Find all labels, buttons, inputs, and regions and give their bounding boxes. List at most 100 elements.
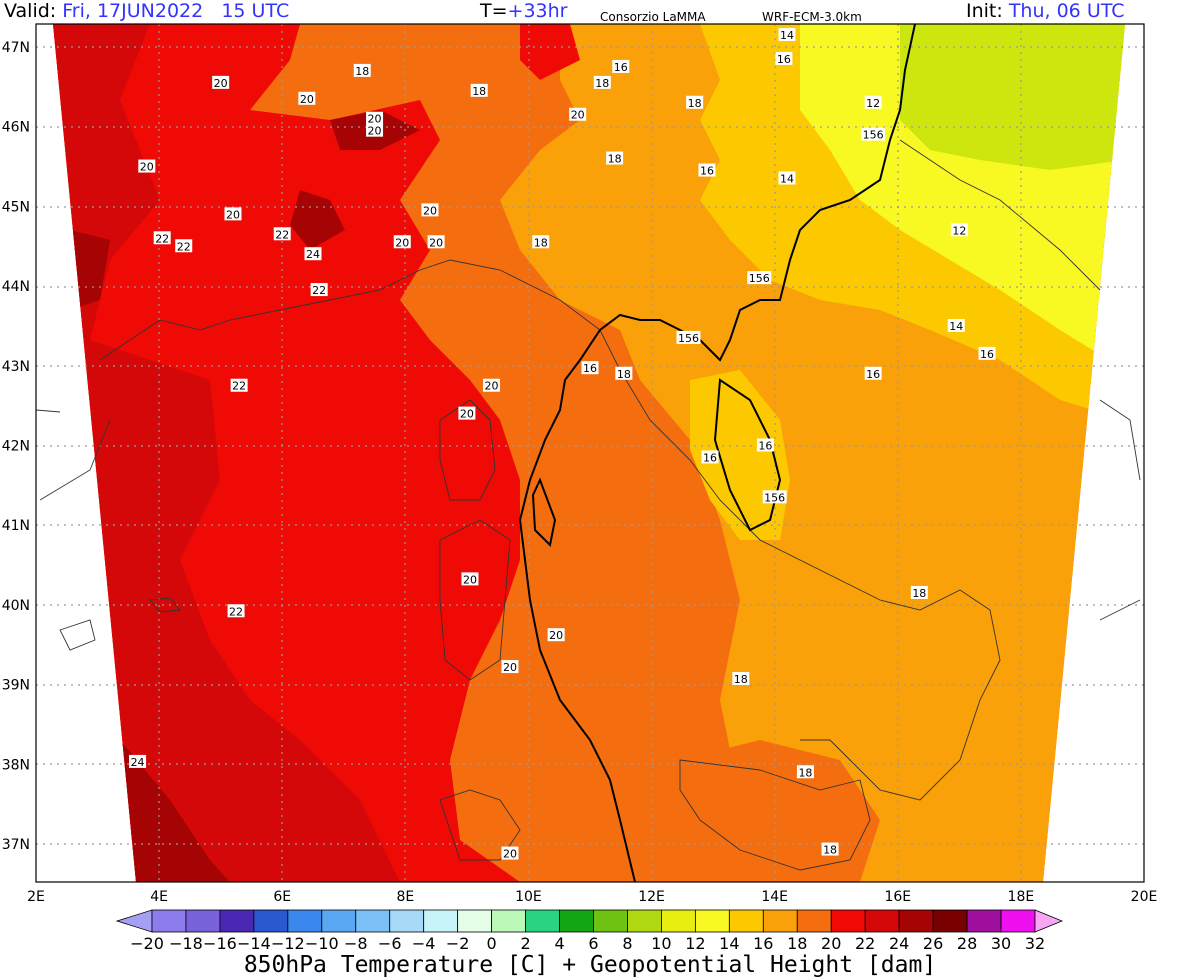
colorbar-box xyxy=(1000,909,1036,933)
temperature-label: 18 xyxy=(732,672,750,686)
temperature-label: 20 xyxy=(298,91,316,106)
lon-label: 2E xyxy=(27,889,45,905)
svg-text:18: 18 xyxy=(534,236,548,249)
colorbar-tick-label: −8 xyxy=(344,934,368,953)
temperature-label: 18 xyxy=(796,765,814,779)
colorbar-box xyxy=(796,909,832,933)
svg-text:20: 20 xyxy=(503,661,517,674)
temperature-label: 18 xyxy=(353,63,371,78)
valid-time: Valid: Fri, 17JUN2022 15 UTC xyxy=(4,0,290,22)
colorbar-tick-label: −4 xyxy=(412,934,436,953)
forecast-step: T=+33hr xyxy=(480,0,568,22)
colorbar-box xyxy=(185,909,221,933)
temperature-label: 20 xyxy=(458,406,476,421)
svg-text:12: 12 xyxy=(866,97,880,110)
colorbar-box xyxy=(389,909,425,933)
colorbar-tick-label: −10 xyxy=(305,934,339,953)
colorbar-tick-label: 32 xyxy=(1025,934,1045,953)
geopotential-contour xyxy=(518,24,916,882)
svg-text:22: 22 xyxy=(155,232,169,245)
svg-text:18: 18 xyxy=(595,77,609,90)
lat-label: 37N xyxy=(2,837,30,853)
colorbar-box xyxy=(491,909,526,933)
svg-text:16: 16 xyxy=(758,440,772,453)
colorbar-tick-label: −2 xyxy=(446,934,470,953)
temperature-label: 14 xyxy=(947,318,965,333)
colorbar-tick-label: 22 xyxy=(855,934,875,953)
colorbar-tick-label: 4 xyxy=(554,934,564,953)
lon-label: 6E xyxy=(273,889,291,905)
svg-text:16: 16 xyxy=(777,53,791,66)
lat-label: 40N xyxy=(2,598,30,614)
svg-text:12: 12 xyxy=(952,224,966,237)
temperature-label: 20 xyxy=(421,203,439,217)
temperature-label: 16 xyxy=(775,51,793,66)
colorbar-tick-label: 26 xyxy=(923,934,943,953)
colorbar-tick-labels: −20 −18 −16 −14 −12 −10 −8 −6 −4 −2 0 2 4 6 8 10 12 14 16 1… xyxy=(130,934,1045,953)
svg-text:16: 16 xyxy=(980,348,994,361)
temperature-label: 20 xyxy=(501,846,519,861)
lon-label: 18E xyxy=(1008,889,1035,905)
temperature-label: 16 xyxy=(581,361,599,375)
colorbar-box xyxy=(864,909,900,933)
colorbar-box xyxy=(253,909,289,933)
colorbar-box xyxy=(219,909,255,933)
svg-text:20: 20 xyxy=(571,109,585,122)
colorbar-box xyxy=(661,909,696,933)
colorbar-tick-label: 0 xyxy=(487,934,497,953)
colorbar-tick-label: −14 xyxy=(237,934,271,953)
temperature-label: 20 xyxy=(569,107,587,122)
svg-text:18: 18 xyxy=(734,673,748,686)
lat-label: 39N xyxy=(2,678,30,694)
temperature-label: 14 xyxy=(778,171,796,186)
temperature-label: 22 xyxy=(230,378,248,393)
lon-label: 20E xyxy=(1131,889,1158,905)
svg-text:16: 16 xyxy=(866,368,880,381)
colorbar-tick-label: 16 xyxy=(753,934,773,953)
lat-label: 45N xyxy=(2,199,30,215)
temperature-label: 20 xyxy=(461,572,479,586)
temperature-label: 20 xyxy=(366,123,384,138)
svg-text:20: 20 xyxy=(368,125,382,138)
colorbar-box xyxy=(898,909,934,933)
temperature-label: 16 xyxy=(698,163,716,178)
init-time: Init: Thu, 06 UTC xyxy=(966,0,1125,22)
temperature-label: 24 xyxy=(304,247,322,261)
lat-label: 44N xyxy=(2,279,30,295)
svg-text:24: 24 xyxy=(306,248,320,261)
svg-text:16: 16 xyxy=(700,165,714,178)
colorbar-box xyxy=(694,909,730,933)
colorbar-tick-label: 14 xyxy=(719,934,739,953)
longitude-labels: 2E 4E 6E 8E 10E 12E 14E 16E 18E 20E xyxy=(27,889,1157,905)
colorbar-box xyxy=(287,909,323,933)
colorbar-tick-label: −18 xyxy=(169,934,203,953)
svg-text:20: 20 xyxy=(423,204,437,217)
colorbar-box xyxy=(559,909,594,933)
colorbar-tick-label: 28 xyxy=(957,934,977,953)
colorbar-tick-label: 8 xyxy=(622,934,632,953)
svg-text:18: 18 xyxy=(608,153,622,166)
svg-text:20: 20 xyxy=(549,629,563,642)
model-label: WRF-ECM-3.0km xyxy=(762,10,862,24)
temperature-label: 16 xyxy=(978,346,996,361)
colorbar-tick-label: 6 xyxy=(588,934,598,953)
colorbar-box xyxy=(830,909,866,933)
lon-label: 12E xyxy=(638,889,665,905)
temperature-label: 18 xyxy=(606,151,624,166)
map-title: 850hPa Temperature [C] + Geopotential He… xyxy=(243,952,937,978)
svg-text:22: 22 xyxy=(177,240,191,253)
coastlines xyxy=(36,139,1141,871)
colorbar-box xyxy=(762,909,798,933)
colorbar-box xyxy=(151,909,187,933)
temperature-label: 12 xyxy=(950,223,968,237)
source-label: Consorzio LaMMA xyxy=(600,10,706,24)
temperature-label: 20 xyxy=(427,235,445,249)
svg-text:18: 18 xyxy=(472,85,486,98)
colorbar-tick-label: 24 xyxy=(889,934,909,953)
lat-label: 43N xyxy=(2,359,30,375)
temperature-label: 22 xyxy=(153,231,171,245)
svg-text:18: 18 xyxy=(912,587,926,600)
svg-text:22: 22 xyxy=(275,228,289,241)
lat-label: 42N xyxy=(2,439,30,455)
temperature-label: 156 xyxy=(747,271,772,285)
